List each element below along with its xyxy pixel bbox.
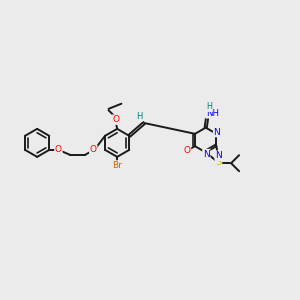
- Text: S: S: [215, 157, 221, 166]
- Text: O: O: [55, 146, 62, 154]
- Text: Br: Br: [112, 161, 122, 170]
- Text: H: H: [206, 102, 212, 111]
- Text: N: N: [215, 151, 222, 160]
- Text: N: N: [203, 150, 210, 159]
- Text: NH: NH: [206, 109, 219, 118]
- Text: N: N: [214, 128, 220, 136]
- Text: O: O: [90, 146, 97, 154]
- Text: O: O: [184, 146, 190, 155]
- Text: H: H: [136, 112, 142, 121]
- Text: O: O: [112, 115, 119, 124]
